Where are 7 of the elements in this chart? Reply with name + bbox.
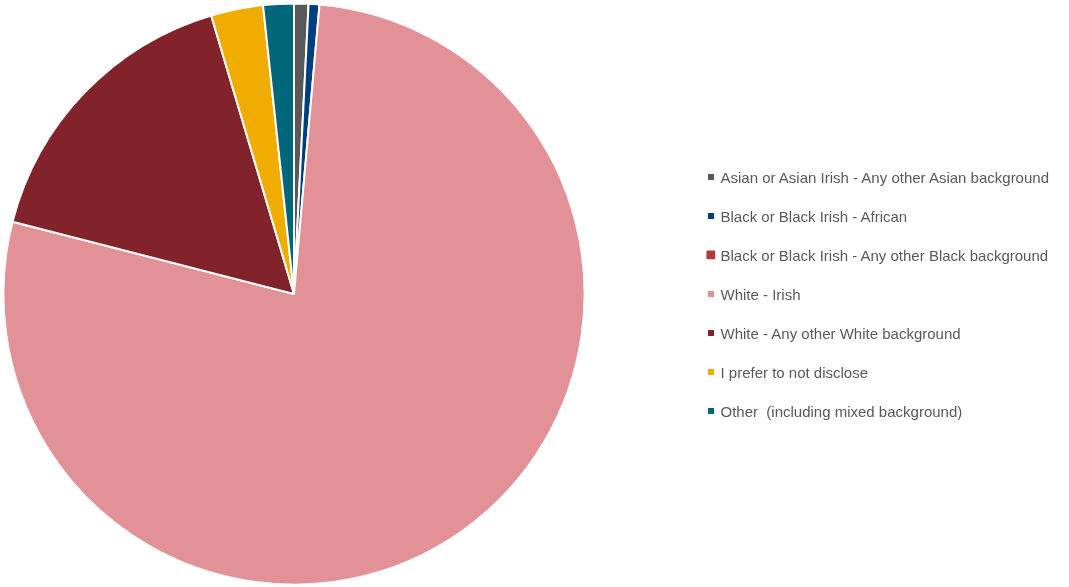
legend-label: White - Irish	[720, 285, 801, 302]
legend-label: Other (including mixed background)	[720, 402, 963, 419]
legend-label: I prefer to not disclose	[720, 363, 869, 380]
legend-label: White - Any other White background	[720, 324, 961, 341]
legend-label: Black or Black Irish - African	[720, 207, 908, 224]
legend-label: Black or Black Irish - Any other Black background	[720, 246, 1049, 263]
legend-label: Asian or Asian Irish - Any other Asian background	[720, 168, 1049, 185]
